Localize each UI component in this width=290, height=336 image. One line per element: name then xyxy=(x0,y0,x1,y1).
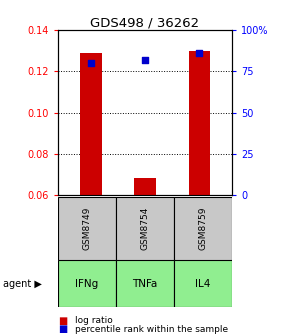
Text: ■: ■ xyxy=(58,316,67,326)
Bar xyxy=(174,197,232,260)
Text: agent ▶: agent ▶ xyxy=(3,279,42,289)
Bar xyxy=(188,51,210,195)
Point xyxy=(143,57,147,62)
Text: GSM8754: GSM8754 xyxy=(140,207,150,250)
Bar xyxy=(80,53,101,195)
Title: GDS498 / 36262: GDS498 / 36262 xyxy=(90,16,200,29)
Text: GSM8759: GSM8759 xyxy=(198,207,208,250)
Bar xyxy=(134,178,156,195)
Text: IL4: IL4 xyxy=(195,279,211,289)
Text: percentile rank within the sample: percentile rank within the sample xyxy=(75,325,229,334)
Point xyxy=(88,60,93,66)
Bar xyxy=(116,260,174,307)
Text: GSM8749: GSM8749 xyxy=(82,207,92,250)
Bar xyxy=(174,260,232,307)
Bar xyxy=(58,197,116,260)
Text: TNFa: TNFa xyxy=(132,279,158,289)
Text: ■: ■ xyxy=(58,324,67,334)
Bar xyxy=(58,260,116,307)
Text: log ratio: log ratio xyxy=(75,317,113,325)
Bar xyxy=(116,197,174,260)
Text: IFNg: IFNg xyxy=(75,279,99,289)
Point xyxy=(197,51,202,56)
